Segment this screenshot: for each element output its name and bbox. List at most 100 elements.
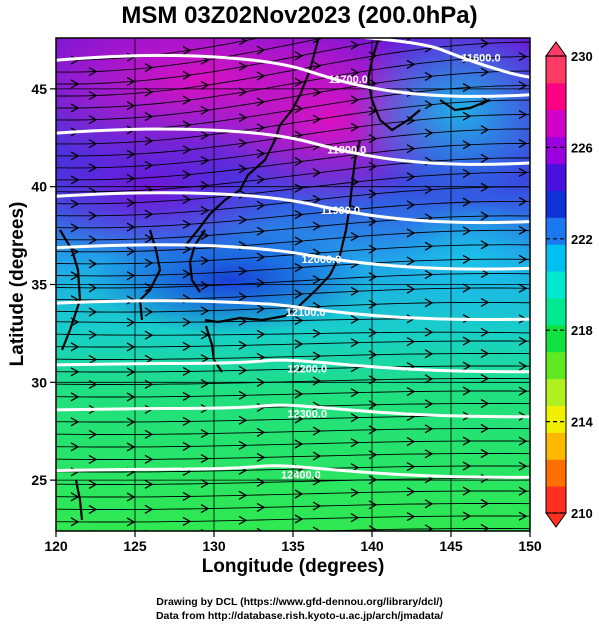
- wind-arrowhead: [70, 79, 80, 89]
- wind-arrowhead: [256, 226, 266, 236]
- wind-arrowhead: [368, 350, 378, 360]
- wind-arrowhead: [70, 492, 80, 502]
- wind-arrowhead: [537, 350, 544, 358]
- wind-arrowhead: [518, 461, 528, 471]
- wind-arrowhead: [406, 256, 416, 266]
- wind-arrowhead: [351, 14, 358, 22]
- colorbar-band: [546, 432, 566, 460]
- colorbar-band: [546, 244, 566, 272]
- wind-arrowhead: [406, 228, 416, 238]
- streamline: [56, 440, 530, 448]
- wind-arrowhead: [350, 177, 360, 187]
- height-contours: [56, 38, 530, 479]
- streamline: [56, 365, 530, 373]
- streamline: [56, 353, 530, 360]
- wind-arrowhead: [126, 492, 136, 502]
- wind-arrowhead: [294, 414, 304, 424]
- x-axis-label: Longitude (degrees): [201, 556, 385, 577]
- streamline: [56, 273, 530, 289]
- wind-arrowhead: [294, 236, 304, 246]
- height-contour: [56, 127, 530, 166]
- wind-arrowhead: [88, 139, 98, 149]
- wind-arrowhead: [518, 386, 528, 396]
- y-tick-label: 25: [31, 472, 47, 488]
- streamline: [56, 465, 530, 473]
- colorbar-band: [546, 324, 566, 353]
- streamline: [56, 38, 326, 73]
- wind-arrowhead: [518, 336, 528, 346]
- streamline: [302, 528, 530, 531]
- wind-arrowhead: [126, 342, 136, 352]
- wind-arrowhead: [462, 140, 472, 150]
- streamline: [56, 229, 530, 253]
- wind-arrowhead: [126, 417, 136, 427]
- colorbar-band: [546, 190, 566, 218]
- wind-arrowhead: [70, 103, 80, 113]
- colorbar-band: [546, 217, 566, 245]
- wind-arrowhead: [256, 149, 266, 159]
- wind-arrowhead: [182, 391, 192, 401]
- wind-arrowhead: [537, 500, 544, 508]
- wind-arrowhead: [256, 304, 266, 314]
- wind-arrowhead: [200, 155, 210, 166]
- wind-arrowhead: [537, 67, 544, 75]
- wind-arrowhead: [462, 436, 472, 446]
- y-tick-label: 30: [31, 374, 47, 390]
- wind-arrowhead: [312, 351, 322, 361]
- wind-arrowhead: [70, 271, 80, 281]
- height-contour: [56, 403, 530, 419]
- wind-arrowhead: [312, 87, 322, 98]
- contour-labels: 11600.0 11700.0 11800.0 11900.0 12000.0 12100…: [281, 53, 501, 482]
- wind-arrowhead: [350, 388, 360, 398]
- wind-arrowhead: [144, 234, 154, 244]
- wind-arrowhead: [480, 398, 490, 409]
- wind-arrowhead: [312, 451, 322, 461]
- wind-arrowhead: [462, 336, 472, 346]
- streamline: [56, 478, 530, 485]
- wind-arrowhead: [406, 59, 416, 69]
- wind-arrowhead: [126, 76, 136, 87]
- wind-arrowhead: [144, 479, 154, 489]
- wind-arrowhead: [350, 314, 360, 325]
- wind-arrowhead: [182, 416, 192, 426]
- height-contour: [56, 53, 530, 98]
- wind-arrowhead: [182, 441, 192, 451]
- wind-arrowhead: [88, 454, 98, 465]
- wind-arrowhead: [88, 330, 98, 340]
- wind-arrowhead: [518, 283, 528, 293]
- height-contour: [56, 191, 530, 225]
- colorbar-tick-label: 210: [571, 506, 593, 521]
- wind-arrowhead: [312, 501, 322, 511]
- wind-arrowhead: [424, 399, 434, 409]
- wind-arrowhead: [70, 175, 80, 185]
- wind-arrowhead: [256, 200, 266, 210]
- wind-arrowhead: [368, 161, 378, 171]
- colorbar-tick-label: 230: [571, 49, 593, 64]
- streamline: [56, 200, 530, 229]
- wind-arrowhead: [518, 486, 528, 496]
- height-contour: [56, 243, 530, 271]
- x-tick-label: 120: [44, 538, 68, 554]
- streamline: [56, 114, 530, 157]
- wind-arrowhead: [424, 298, 434, 308]
- wind-arrowhead: [480, 523, 490, 531]
- wind-arrowhead: [480, 297, 490, 307]
- wind-arrowhead: [126, 101, 136, 111]
- wind-arrowhead: [424, 424, 434, 434]
- wind-arrowhead: [256, 377, 266, 387]
- wind-arrowhead: [368, 400, 378, 410]
- wind-arrowhead: [294, 77, 304, 87]
- wind-arrowhead: [480, 182, 490, 192]
- wind-arrowhead: [406, 337, 416, 347]
- wind-arrowhead: [406, 462, 416, 472]
- streamline: [56, 70, 530, 121]
- wind-arrowhead: [368, 425, 378, 435]
- wind-arrowhead: [537, 475, 544, 483]
- wind-arrowhead: [144, 307, 154, 317]
- wind-arrowhead: [480, 67, 490, 77]
- colorbar-band: [546, 163, 566, 191]
- wind-arrowhead: [350, 122, 360, 132]
- wind-arrowhead: [480, 327, 490, 337]
- x-tick-label: 140: [360, 538, 384, 554]
